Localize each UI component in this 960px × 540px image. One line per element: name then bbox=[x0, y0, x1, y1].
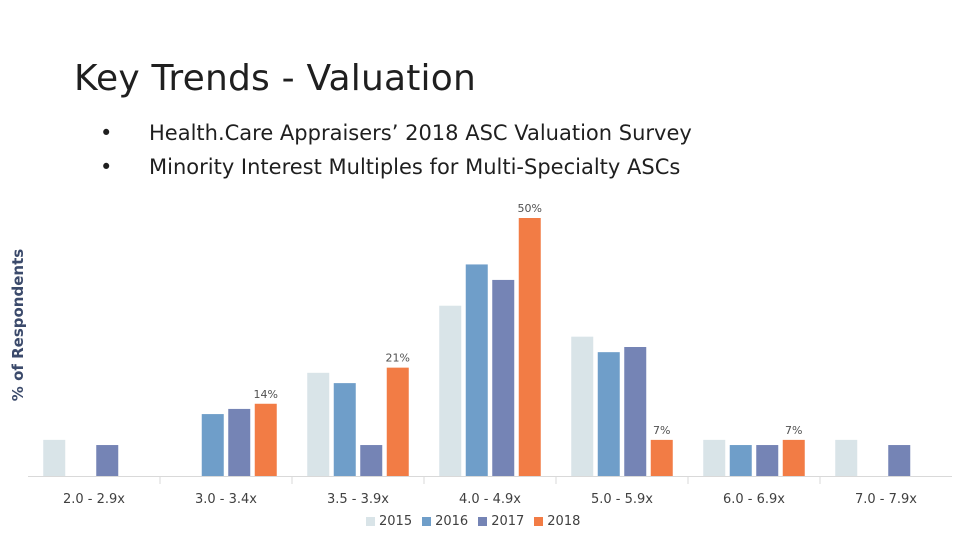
x-tick-label: 3.5 - 3.9x bbox=[327, 492, 389, 507]
bullet-marker: • bbox=[100, 121, 113, 145]
bar-2015-5 bbox=[703, 439, 726, 476]
bar-2016-3 bbox=[465, 264, 488, 476]
legend-label: 2017 bbox=[491, 514, 525, 529]
bar-2017-6 bbox=[888, 445, 911, 476]
x-tick-label: 5.0 - 5.9x bbox=[591, 492, 653, 507]
bar-2017-5 bbox=[756, 445, 779, 476]
data-label: 21% bbox=[386, 352, 410, 365]
data-label: 14% bbox=[254, 388, 278, 401]
bullet-marker: • bbox=[100, 155, 113, 179]
legend-swatch bbox=[534, 517, 544, 526]
data-label: 7% bbox=[653, 424, 670, 437]
legend-item-2015: 2015 bbox=[366, 514, 412, 529]
legend-item-2017: 2017 bbox=[478, 514, 524, 529]
x-tick-label: 2.0 - 2.9x bbox=[63, 492, 125, 507]
bar-2015-4 bbox=[571, 336, 594, 476]
bar-2016-2 bbox=[333, 383, 356, 476]
legend-label: 2016 bbox=[435, 514, 469, 529]
bullet-text: Minority Interest Multiples for Multi-Sp… bbox=[149, 155, 681, 179]
legend-item-2016: 2016 bbox=[422, 514, 468, 529]
bar-2018-2 bbox=[386, 367, 409, 476]
bar-2017-3 bbox=[492, 279, 515, 476]
bar-2016-1 bbox=[201, 414, 224, 476]
bar-2015-6 bbox=[835, 439, 858, 476]
bar-2018-3 bbox=[518, 218, 541, 476]
bar-2016-5 bbox=[729, 445, 752, 476]
bar-2018-4 bbox=[650, 439, 673, 476]
bar-2017-1 bbox=[228, 408, 251, 476]
x-tick-label: 3.0 - 3.4x bbox=[195, 492, 257, 507]
bar-2017-2 bbox=[360, 445, 383, 476]
data-label: 7% bbox=[785, 424, 802, 437]
bar-2015-0 bbox=[43, 439, 66, 476]
legend-swatch bbox=[422, 517, 432, 526]
legend-swatch bbox=[366, 517, 375, 526]
chart-legend: 2015 2016 2017 2018 bbox=[366, 514, 580, 529]
bullet-text: Health.Care Appraisers’ 2018 ASC Valuati… bbox=[149, 121, 692, 145]
x-tick-label: 4.0 - 4.9x bbox=[459, 492, 521, 507]
bar-2017-0 bbox=[96, 445, 119, 476]
bar-2018-5 bbox=[782, 439, 805, 476]
data-label: 50% bbox=[518, 202, 542, 215]
bar-2015-2 bbox=[307, 372, 330, 476]
x-tick-label: 6.0 - 6.9x bbox=[723, 492, 785, 507]
bar-2016-4 bbox=[597, 352, 620, 476]
legend-item-2018: 2018 bbox=[534, 514, 580, 529]
legend-swatch bbox=[478, 517, 488, 526]
bar-2015-3 bbox=[439, 305, 462, 476]
page-title: Key Trends - Valuation bbox=[74, 58, 476, 99]
bar-2018-1 bbox=[254, 403, 277, 476]
x-tick-label: 7.0 - 7.9x bbox=[855, 492, 917, 507]
bar-2017-4 bbox=[624, 347, 647, 476]
legend-label: 2018 bbox=[547, 514, 581, 529]
legend-label: 2015 bbox=[379, 514, 413, 529]
